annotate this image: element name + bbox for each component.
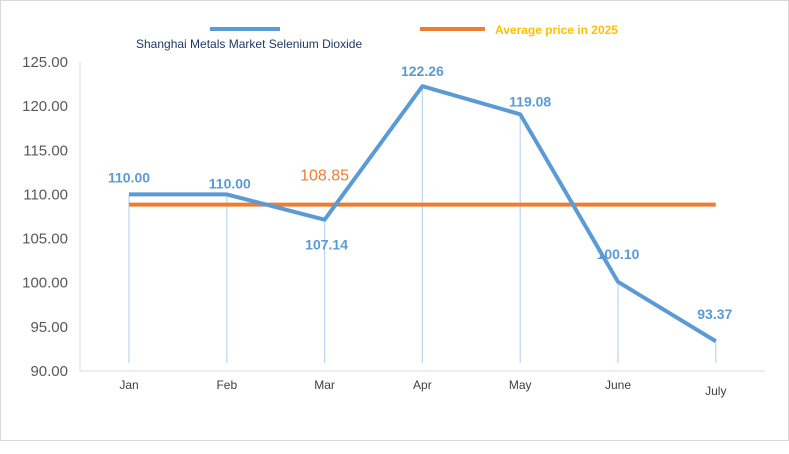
x-tick-label: May: [509, 378, 532, 392]
price-data-label: 100.10: [597, 246, 640, 262]
price-data-label: 110.00: [108, 169, 150, 185]
axes: 125.00 120.00 115.00 110.00 105.00 100.00 95.0…: [22, 54, 765, 398]
legend: Shanghai Metals Market Selenium Dioxide …: [136, 23, 618, 51]
x-tick-label: July: [705, 384, 726, 398]
x-tick-label: June: [605, 378, 631, 392]
y-tick-label: 105.00: [22, 231, 68, 248]
price-data-label: 122.26: [401, 63, 444, 79]
price-data-label: 93.37: [697, 306, 732, 322]
price-data-label: 110.00: [209, 175, 251, 191]
series-lines: [129, 84, 717, 343]
x-tick-label: Mar: [314, 378, 335, 392]
y-tick-label: 100.00: [22, 275, 68, 292]
legend-label-price: Shanghai Metals Market Selenium Dioxide: [136, 37, 362, 51]
drop-lines: [128, 86, 717, 363]
y-tick-label: 125.00: [22, 54, 68, 71]
average-data-label: 108.85: [300, 168, 349, 185]
price-data-label: 119.08: [509, 93, 551, 109]
legend-label-average: Average price in 2025: [495, 23, 618, 37]
y-tick-label: 120.00: [22, 98, 68, 115]
price-line: [129, 84, 717, 343]
price-data-label: 107.14: [305, 237, 348, 253]
x-tick-label: Apr: [413, 378, 432, 392]
y-tick-label: 95.00: [30, 319, 68, 336]
data-labels: 110.00 110.00 107.14 122.26 119.08 100.10 93.3…: [108, 63, 733, 322]
x-tick-label: Jan: [119, 378, 138, 392]
y-tick-label: 115.00: [23, 142, 68, 159]
y-tick-label: 110.00: [23, 186, 68, 203]
x-tick-label: Feb: [216, 378, 237, 392]
chart-frame: [0, 0, 789, 441]
y-tick-label: 90.00: [30, 363, 68, 380]
